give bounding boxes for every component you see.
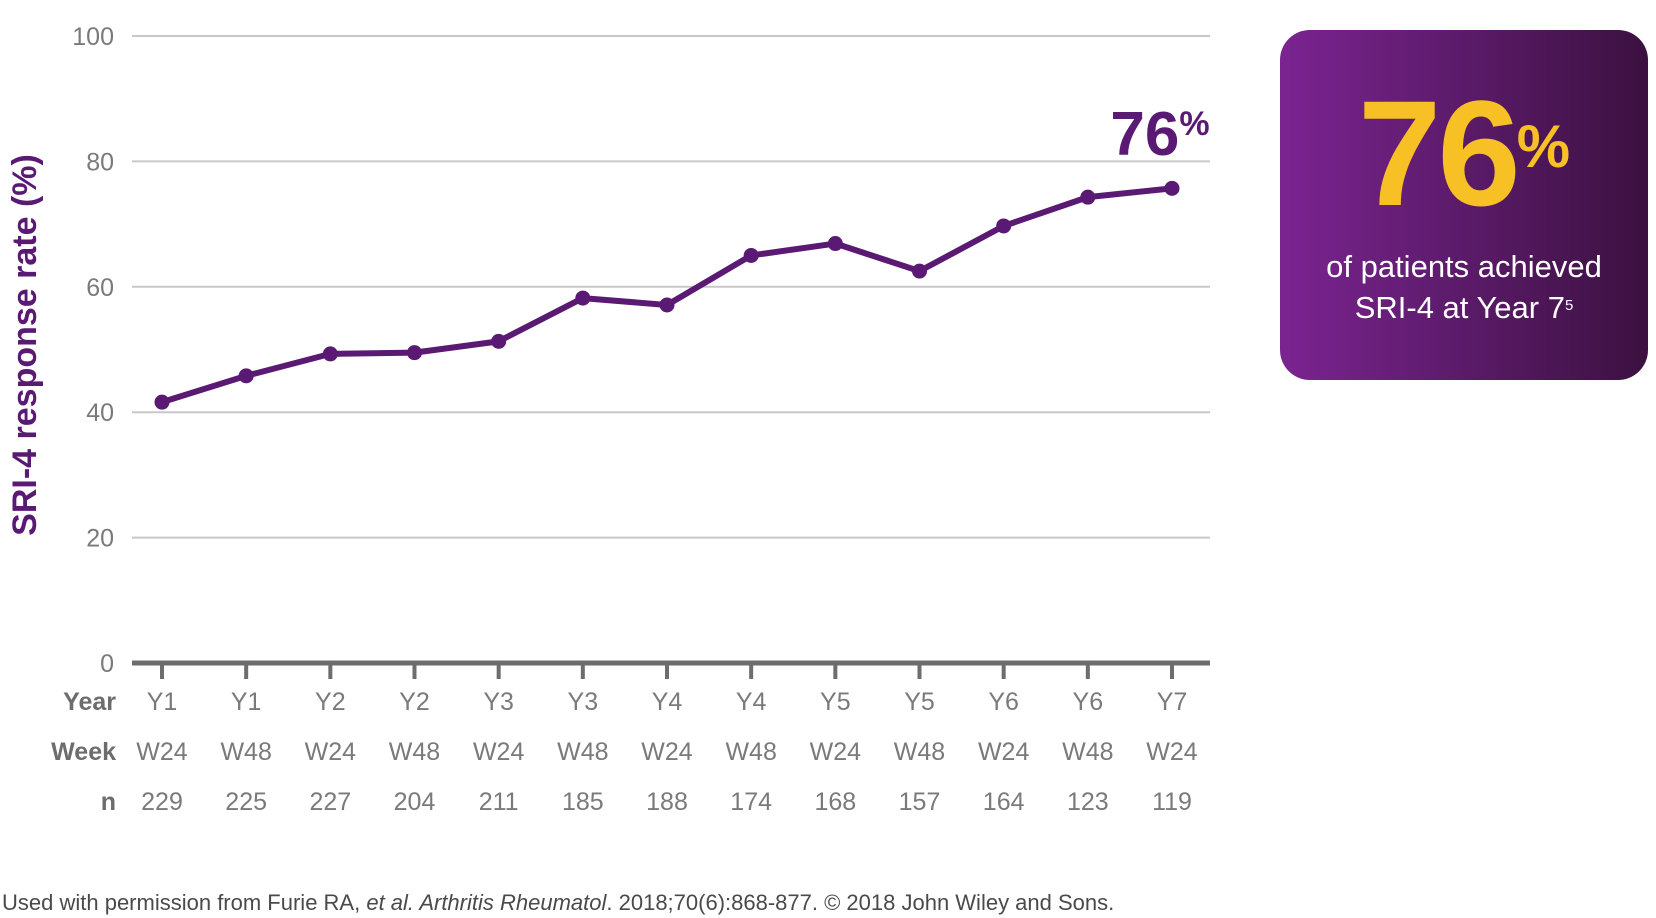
row-year-label: Y2 [399,688,430,716]
row-n-label: 157 [899,788,941,816]
row-n-label: 164 [983,788,1025,816]
row-week-label: W24 [978,738,1030,766]
row-n-label: 174 [730,788,772,816]
row-n-label: 229 [141,788,183,816]
row-year-label: Y6 [988,688,1019,716]
row-week-label: W24 [305,738,357,766]
y-tick-40: 40 [86,399,114,427]
citation-part-3: . 2018;70(6):868-877. © 2018 John Wiley … [606,890,1115,915]
y-tick-60: 60 [86,274,114,302]
end-value-unit: % [1179,105,1209,143]
data-point [322,346,338,362]
row-year-label: Y4 [652,688,683,716]
row-week-label: W24 [641,738,693,766]
row-n-label: 211 [479,788,519,816]
y-tick-0: 0 [100,650,114,678]
row-n-label: 204 [394,788,436,816]
row-n-label: 225 [225,788,267,816]
x-axis-table: Year Y1 Y1 Y2 Y2 Y3 Y3 Y4 Y4 Y5 Y5 Y6 Y6 Y7 Week W24 W48… [51,688,1198,816]
data-point [912,263,927,279]
row-week-label: W24 [1146,738,1198,766]
row-year-label: Y4 [736,688,767,716]
data-point [659,297,675,313]
data-point [154,394,170,410]
row-year-label: Y3 [568,688,599,716]
y-tick-labels: 0 20 40 60 80 100 [72,23,114,678]
gridlines [132,35,1210,539]
row-year-label: Y1 [231,688,262,716]
row-n-label: 227 [309,788,351,816]
row-week-label: W24 [136,738,188,766]
callout-line-2: SRI-4 at Year 75 [1280,287,1648,328]
row-header-year: Year [63,688,116,716]
callout-line-2-text: SRI-4 at Year 7 [1354,290,1565,325]
row-week-label: W48 [725,738,776,766]
row-n-label: 188 [646,788,688,816]
data-point [1080,189,1096,205]
data-point [491,333,507,349]
end-value-number: 76 [1110,100,1179,169]
callout-caption: of patients achieved SRI-4 at Year 75 [1280,246,1648,328]
row-year-label: Y1 [147,688,178,716]
row-year-label: Y6 [1073,688,1104,716]
row-n-label: 123 [1067,788,1109,816]
row-header-n: n [101,788,116,816]
citation: Used with permission from Furie RA, et a… [2,890,1114,916]
citation-journal: et al. Arthritis Rheumatol [366,890,607,915]
y-tick-100: 100 [72,23,114,51]
data-point [407,345,422,361]
row-n-label: 185 [562,788,604,816]
callout-footnote-ref: 5 [1564,297,1574,314]
callout-number: 76% [1280,78,1648,228]
row-year-label: Y2 [315,688,346,716]
callout-line-1: of patients achieved [1326,249,1602,284]
callout-box: 76% of patients achieved SRI-4 at Year 7… [1280,30,1648,380]
y-axis-label: SRI-4 response rate (%) [6,154,44,536]
row-year-label: Y3 [483,688,514,716]
end-value-label: 76% [1110,100,1209,169]
row-week-label: W48 [557,738,608,766]
y-tick-20: 20 [86,525,114,553]
series-line [159,185,1175,406]
row-n-label: 168 [814,788,856,816]
row-year-label: Y5 [820,688,851,716]
data-point [1164,180,1180,196]
data-point [743,247,759,263]
row-week-label: W24 [810,738,862,766]
citation-part-1: Used with permission from Furie RA, [2,890,367,915]
data-point [996,218,1012,234]
y-tick-80: 80 [86,148,114,176]
data-point [238,368,254,384]
row-week-label: W48 [220,738,271,766]
row-year-label: Y5 [904,688,935,716]
row-week-label: W24 [473,738,525,766]
x-axis [132,660,1210,679]
row-week-label: W48 [389,738,440,766]
callout-percent-value: 76 [1357,69,1521,237]
row-year-label: Y7 [1157,688,1188,716]
row-header-week: Week [51,738,116,766]
row-n-label: 119 [1152,788,1192,816]
callout-percent-sign: % [1516,113,1571,180]
data-point [575,290,591,306]
row-week-label: W48 [894,738,945,766]
data-point [827,236,843,252]
series-group [154,180,1180,410]
row-week-label: W48 [1062,738,1113,766]
